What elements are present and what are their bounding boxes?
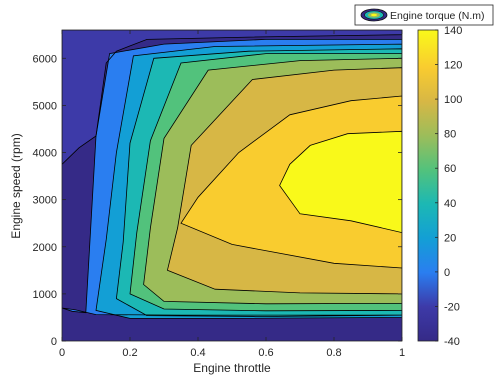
contour-line-40 (115, 48, 402, 317)
legend-label: Engine torque (N.m) (390, 10, 485, 22)
contour-line-140 (279, 130, 402, 234)
colorbar-tick-label: 60 (444, 163, 456, 175)
colorbar-tick-label: 120 (444, 60, 462, 72)
colorbar-tick-label: 140 (444, 25, 462, 37)
colorbar-tick-label: 100 (444, 94, 462, 106)
legend-box (354, 4, 494, 26)
y-axis: 0 1000 2000 3000 4000 5000 6000 (33, 53, 402, 348)
colorbar-tick-label: 40 (444, 198, 456, 210)
contour-region-140 (279, 131, 402, 233)
legend[interactable]: Engine torque (N.m) (354, 4, 494, 26)
y-tick-label: 6000 (33, 53, 57, 65)
y-tick-label: 1000 (33, 289, 57, 301)
contour-line-60 (129, 53, 402, 312)
x-tick-label: 0.6 (258, 347, 273, 359)
y-tick-label: 0 (51, 336, 57, 348)
y-tick-label: 4000 (33, 148, 57, 160)
y-axis-label: Engine speed (rpm) (9, 133, 23, 238)
contour-line--20 (62, 30, 402, 165)
x-tick-label: 0 (59, 347, 65, 359)
contour-lines (62, 30, 402, 319)
contour-region--20 (62, 30, 402, 165)
contour-legend-icon (360, 8, 388, 22)
x-axis: 0 0.2 0.4 0.6 0.8 1 (59, 30, 405, 359)
x-tick-label: 0.4 (190, 347, 205, 359)
contour-line-80 (143, 57, 402, 305)
colorbar-tick-label: 80 (444, 129, 456, 141)
y-tick-label: 5000 (33, 100, 57, 112)
colorbar-tick-label: -20 (444, 301, 460, 313)
y-tick-label: 3000 (33, 195, 57, 207)
contour-line-100 (166, 67, 402, 295)
x-axis-label: Engine throttle (193, 361, 271, 375)
x-tick-label: 1 (399, 347, 405, 359)
colorbar: -40 -20 0 20 40 60 80 100 120 140 (417, 25, 462, 348)
plot-frame (61, 29, 403, 342)
contour-line-120 (180, 95, 402, 269)
colorbar-tick-label: 0 (444, 267, 450, 279)
colorbar-ramp (417, 29, 439, 342)
x-tick-label: 0.8 (326, 347, 341, 359)
colorbar-ticks: -40 -20 0 20 40 60 80 100 120 140 (435, 25, 462, 348)
colorbar-tick-label: 20 (444, 232, 456, 244)
contour-fills (62, 30, 402, 319)
colorbar-tick-label: -40 (444, 336, 460, 348)
contour-line-0 (62, 39, 402, 316)
x-tick-label: 0.2 (122, 347, 137, 359)
y-tick-label: 2000 (33, 242, 57, 254)
contour-line-20 (95, 43, 402, 319)
